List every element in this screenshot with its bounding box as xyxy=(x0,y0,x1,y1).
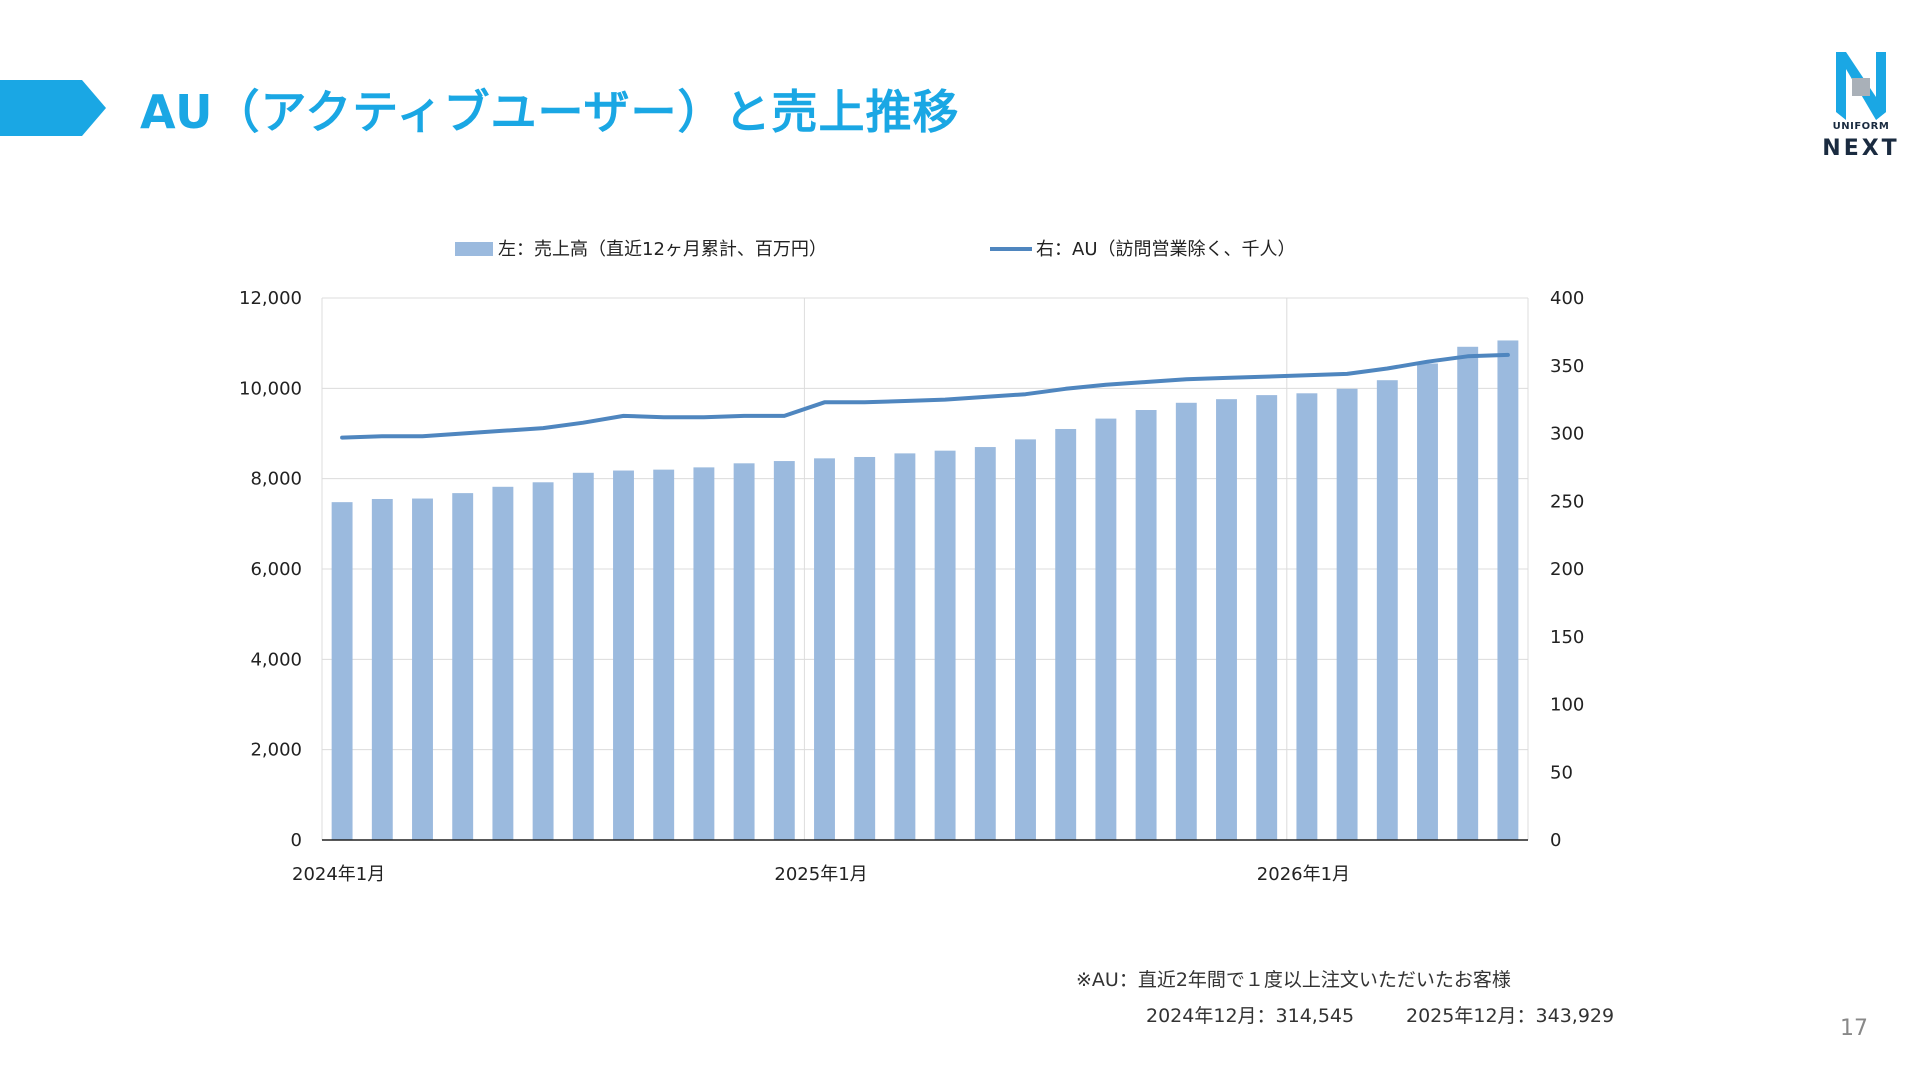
bar-sales xyxy=(412,498,433,840)
bar-sales xyxy=(733,463,755,840)
bar-sales xyxy=(1095,418,1117,840)
bar-sales xyxy=(974,447,996,840)
bar-sales xyxy=(492,486,514,840)
y-right-tick-label: 50 xyxy=(1550,762,1573,783)
bar-sales xyxy=(532,482,554,840)
logo-main-text: NEXT xyxy=(1822,136,1900,161)
bar-sales xyxy=(814,458,835,840)
bar-sales xyxy=(1256,395,1278,840)
line-au xyxy=(340,352,1510,440)
bar-sales xyxy=(854,456,876,840)
y-right-tick-label: 100 xyxy=(1550,695,1584,716)
page-title: AU（アクティブユーザー）と売上推移 xyxy=(140,85,960,139)
au-2024-note: 2024年12月：314,545 xyxy=(1146,1005,1355,1027)
bar-sales xyxy=(1135,410,1157,840)
bar-sales xyxy=(1216,399,1237,840)
au-definition-note: ※AU：直近2年間で１度以上注文いただいたお客様 xyxy=(1076,969,1511,991)
y-left-tick-label: 8,000 xyxy=(250,469,302,490)
y-left-tick-label: 0 xyxy=(291,830,302,851)
bar-sales xyxy=(1376,380,1398,840)
legend-bar-label: 左：売上高（直近12ヶ月累計、百万円） xyxy=(498,239,827,260)
x-tick-label: 2026年1月 xyxy=(1257,864,1350,885)
bar-sales xyxy=(894,453,916,840)
y-right-tick-label: 250 xyxy=(1550,491,1584,512)
bar-sales xyxy=(1055,428,1077,840)
y-right-tick-label: 300 xyxy=(1550,424,1584,445)
y-left-tick-label: 10,000 xyxy=(239,378,302,399)
page-number: 17 xyxy=(1840,1016,1868,1041)
y-left-tick-label: 6,000 xyxy=(250,559,302,580)
title-arrow-icon xyxy=(0,80,106,136)
bar-sales xyxy=(371,498,393,840)
bar-sales xyxy=(1457,346,1479,840)
y-right-tick-label: 0 xyxy=(1550,830,1561,851)
y-right-tick-label: 200 xyxy=(1550,559,1584,580)
y-right-tick-label: 400 xyxy=(1550,288,1584,309)
x-tick-label: 2025年1月 xyxy=(774,864,867,885)
bar-sales xyxy=(1497,340,1519,840)
bar-sales xyxy=(331,502,353,840)
bar-sales xyxy=(693,467,715,840)
au-2025-note: 2025年12月：343,929 xyxy=(1406,1005,1615,1027)
bar-sales xyxy=(1336,388,1358,840)
bar-sales xyxy=(1296,393,1318,840)
y-right-tick-label: 350 xyxy=(1550,356,1584,377)
bar-sales xyxy=(773,461,795,840)
bar-sales xyxy=(1015,439,1036,840)
bar-sales xyxy=(1175,402,1197,840)
y-left-tick-label: 12,000 xyxy=(239,288,302,309)
bar-sales xyxy=(613,470,634,840)
bar-sales xyxy=(572,472,594,840)
x-tick-label: 2024年1月 xyxy=(292,864,385,885)
uniform-next-logo-icon xyxy=(1836,52,1886,120)
bar-sales xyxy=(452,493,474,840)
bar-sales xyxy=(1417,363,1438,840)
logo-sub-text: UNIFORM xyxy=(1832,121,1890,132)
bar-sales xyxy=(653,469,675,840)
y-left-tick-label: 2,000 xyxy=(250,740,302,761)
bar-sales xyxy=(934,450,956,840)
legend-line-label: 右：AU（訪問営業除く、千人） xyxy=(1036,239,1296,260)
y-left-tick-label: 4,000 xyxy=(250,649,302,670)
legend-bar-swatch xyxy=(455,242,493,256)
y-right-tick-label: 150 xyxy=(1550,627,1584,648)
